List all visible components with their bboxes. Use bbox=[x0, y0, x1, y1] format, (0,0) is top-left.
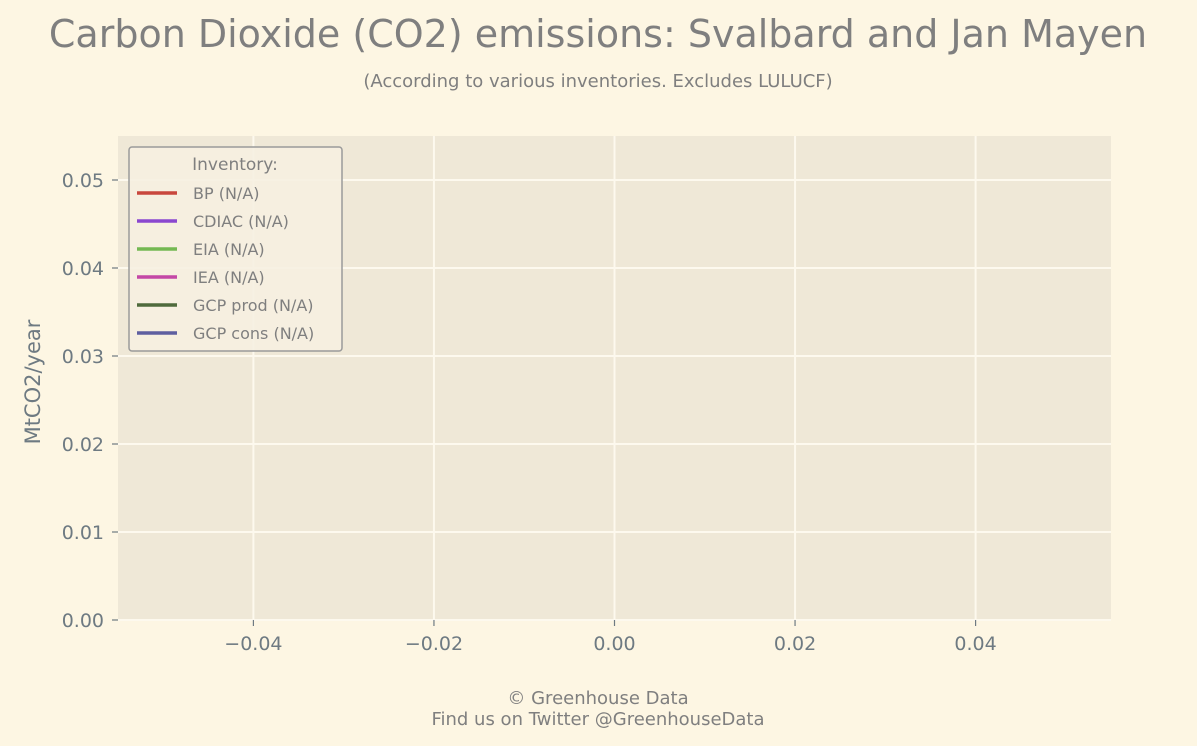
y-tick-label: 0.05 bbox=[62, 170, 104, 192]
y-tick-label: 0.01 bbox=[62, 522, 104, 544]
footer-copyright: © Greenhouse Data bbox=[507, 688, 688, 709]
legend-items: BP (N/A) CDIAC (N/A) EIA (N/A) IEA (N/A) GCP… bbox=[137, 184, 314, 343]
x-tick-label: −0.02 bbox=[405, 633, 463, 655]
y-axis: 0.00 0.01 0.02 0.03 0.04 0.05 bbox=[62, 170, 118, 632]
legend-entry: IEA (N/A) bbox=[193, 268, 265, 287]
legend-entry: CDIAC (N/A) bbox=[193, 212, 289, 231]
y-tick-label: 0.00 bbox=[62, 610, 104, 632]
footer-twitter: Find us on Twitter @GreenhouseData bbox=[431, 709, 764, 730]
y-tick-label: 0.02 bbox=[62, 434, 104, 456]
legend-entry: BP (N/A) bbox=[193, 184, 260, 203]
legend-entry: EIA (N/A) bbox=[193, 240, 265, 259]
legend-box bbox=[128, 146, 343, 352]
legend-title: Inventory: bbox=[192, 155, 278, 175]
legend: Inventory: BP (N/A) CDIAC (N/A) EIA (N/A) I… bbox=[128, 146, 343, 352]
x-tick-label: 0.02 bbox=[774, 633, 816, 655]
legend-entry: GCP cons (N/A) bbox=[193, 324, 314, 343]
y-axis-label: MtCO2/year bbox=[21, 319, 45, 444]
x-axis: −0.04 −0.02 0.00 0.02 0.04 bbox=[224, 620, 997, 655]
y-tick-label: 0.03 bbox=[62, 346, 104, 368]
chart-subtitle: (According to various inventories. Exclu… bbox=[363, 71, 832, 92]
legend-entry: GCP prod (N/A) bbox=[193, 296, 314, 315]
y-tick-label: 0.04 bbox=[62, 258, 104, 280]
chart-title: Carbon Dioxide (CO2) emissions: Svalbard… bbox=[49, 12, 1147, 56]
x-tick-label: 0.00 bbox=[593, 633, 635, 655]
x-tick-label: −0.04 bbox=[224, 633, 282, 655]
x-tick-label: 0.04 bbox=[954, 633, 996, 655]
grid-lines bbox=[118, 136, 1111, 621]
